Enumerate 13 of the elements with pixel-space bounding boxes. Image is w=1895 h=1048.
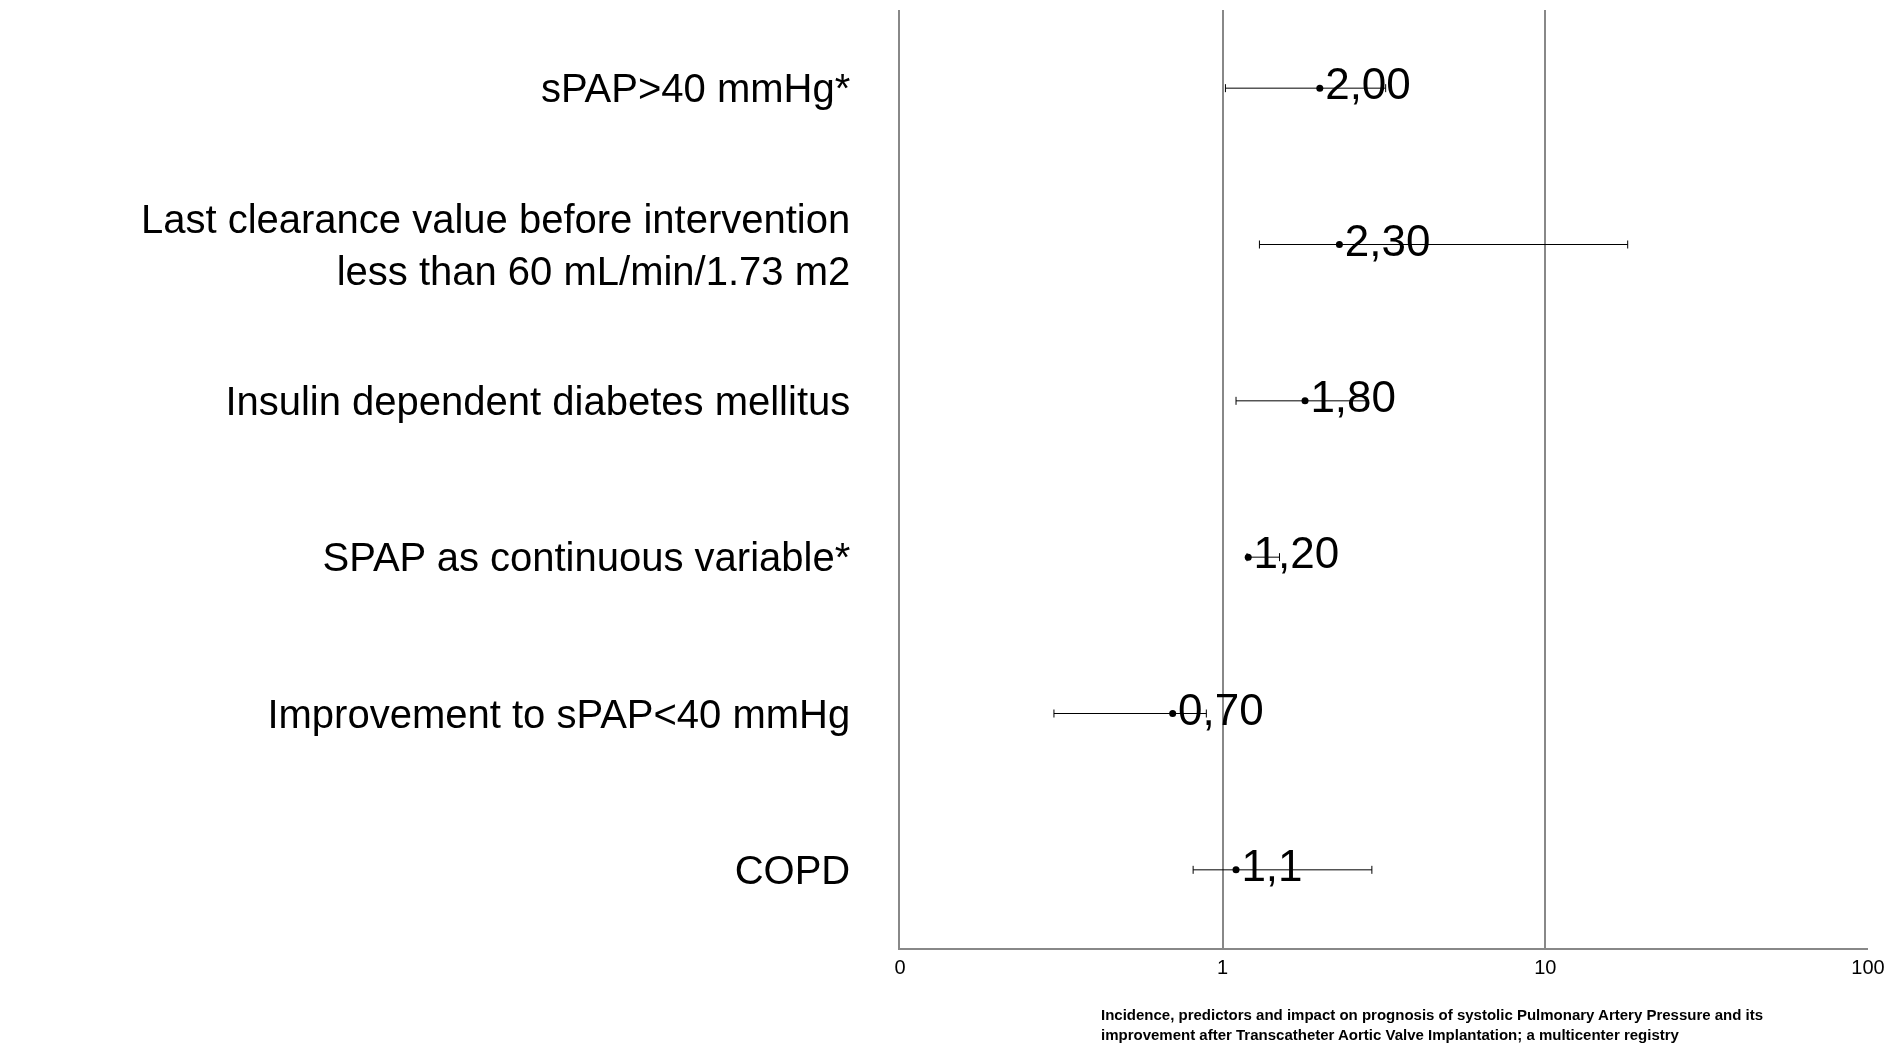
y-tick-label: SPAP as continuous variable* — [322, 535, 851, 580]
x-tick-label: 0 — [894, 955, 906, 978]
text: Incidence, predictors and impact on prognosis of systolic Pulmonary Artery Pressure and its improvement after Transcatheter Aortic Valve Implantation; a multicenter registry — [1101, 1006, 1764, 1043]
y-tick-label: COPD — [734, 847, 851, 892]
y-tick-label: Last clearance value before intervention less than 60 mL/min/1.73 m2 — [140, 196, 851, 293]
y-tick-label: Insulin dependent diabetes mellitus — [225, 378, 851, 423]
data-label: 1,20 — [1253, 528, 1340, 578]
y-tick-label: Improvement to sPAP<40 mmHg — [267, 691, 851, 736]
y-tick-label: sPAP>40 mmHg* — [540, 66, 851, 111]
x-tick-label: 1 — [1217, 955, 1229, 978]
x-tick-label: 100 — [1851, 955, 1885, 978]
x-tick-label: 10 — [1534, 955, 1557, 978]
data-label: 0,70 — [1178, 684, 1264, 734]
